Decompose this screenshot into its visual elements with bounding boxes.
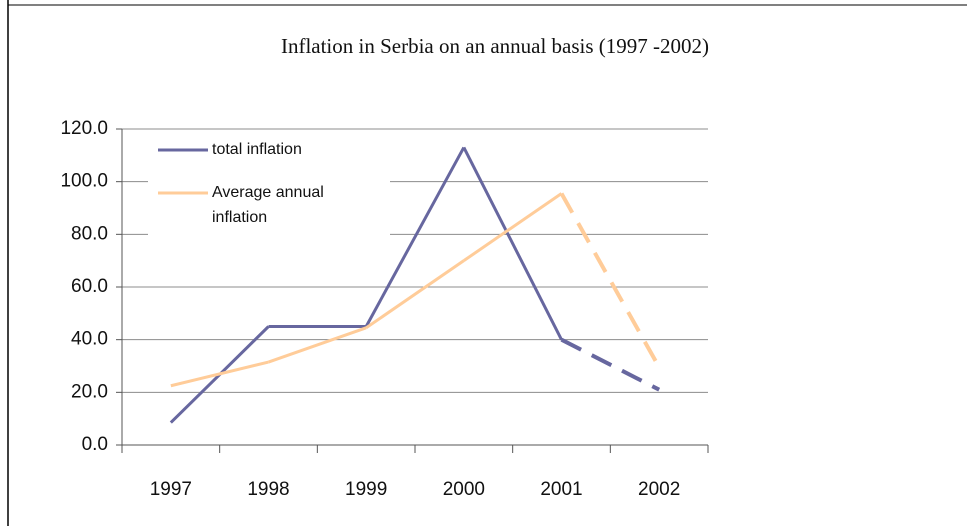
y-tick-label: 100.0 (60, 171, 108, 192)
line-segment (170, 360, 269, 388)
chart-title: Inflation in Serbia on an annual basis (… (281, 34, 709, 58)
line-segment (462, 192, 563, 262)
x-tick-label: 2001 (540, 479, 582, 500)
x-tick-label: 2000 (443, 479, 485, 500)
legend-label: total inflation (212, 141, 302, 158)
y-tick-label: 20.0 (71, 381, 108, 402)
y-tick-label: 40.0 (71, 329, 108, 350)
line-segment (559, 192, 661, 369)
x-tick-label: 1998 (247, 479, 289, 500)
x-tick-label: 2002 (638, 479, 680, 500)
y-tick-label: 120.0 (60, 118, 108, 139)
y-tick-label: 80.0 (71, 223, 108, 244)
line-segment (365, 259, 465, 330)
line-segment (364, 146, 466, 328)
line-segment (462, 146, 563, 341)
line-segment (268, 326, 367, 364)
legend-label: Average annual inflation (212, 184, 324, 226)
y-tick-label: 60.0 (71, 276, 108, 297)
y-tick-label: 0.0 (82, 434, 108, 455)
x-tick-label: 1999 (345, 479, 387, 500)
line-segment (560, 337, 661, 392)
x-tick-label: 1997 (150, 479, 192, 500)
